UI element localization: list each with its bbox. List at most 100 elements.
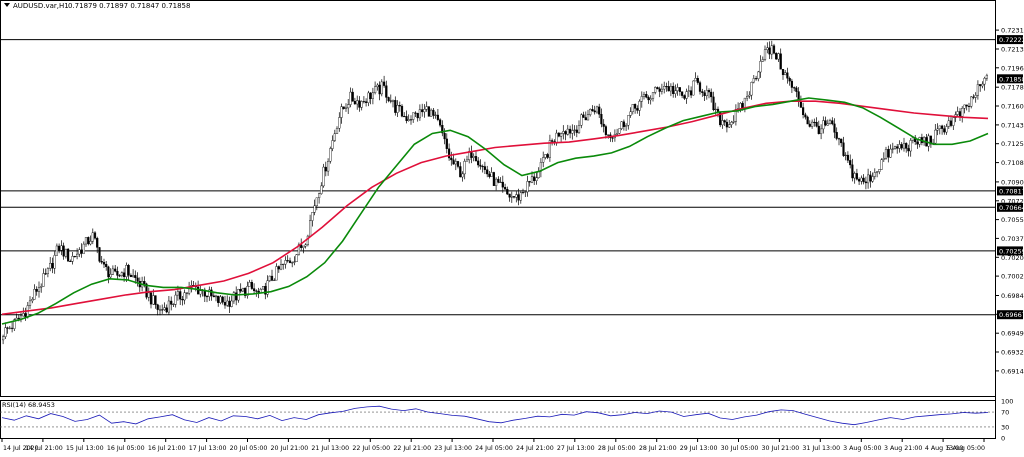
candle-body <box>952 117 955 126</box>
chart-symbol: AUDUSD.var,H1 <box>13 2 69 10</box>
candle-body <box>519 192 522 201</box>
x-tick-label: 3 Aug 21:00 <box>884 445 922 452</box>
candle-body <box>239 289 242 292</box>
candle-body <box>763 49 767 60</box>
candle-body <box>979 84 982 87</box>
candle-body <box>37 287 41 292</box>
candle-body <box>91 232 94 242</box>
candle-body <box>815 121 818 127</box>
candle-body <box>58 245 61 251</box>
candle-body <box>636 108 639 111</box>
candle-body <box>286 260 289 262</box>
candle-body <box>111 268 114 275</box>
price-tag-label: 0.70259 <box>999 247 1024 255</box>
candle-body <box>118 275 121 277</box>
candle-body <box>246 286 249 296</box>
price-tag-bg <box>997 246 1023 256</box>
candle-body <box>430 109 433 117</box>
candle-body <box>786 72 789 79</box>
candle-body <box>551 140 554 142</box>
candle-body <box>851 164 854 179</box>
candle-body <box>255 290 258 292</box>
candle-body <box>598 106 601 115</box>
candle-body <box>799 101 802 108</box>
candle-body <box>380 81 383 95</box>
candle-body <box>205 296 209 298</box>
candle-body <box>409 119 413 121</box>
candle-body <box>434 114 437 116</box>
candle-body <box>947 120 950 127</box>
candle-body <box>329 148 332 162</box>
candle-body <box>396 104 399 113</box>
candle-body <box>692 80 695 96</box>
candle-body <box>129 275 132 277</box>
candle-body <box>131 275 135 277</box>
candle-body <box>181 299 184 301</box>
candle-body <box>333 133 336 141</box>
candle-body <box>976 84 979 96</box>
candle-body <box>674 90 677 94</box>
candle-body <box>683 95 686 99</box>
rsi-tick-label: 70 <box>1001 409 1009 417</box>
candle-body <box>569 128 572 134</box>
candle-body <box>844 154 847 156</box>
candle-body <box>423 108 426 113</box>
candle-body <box>163 307 166 310</box>
candle-body <box>640 96 643 102</box>
candle-body <box>223 302 227 306</box>
candle-body <box>530 176 534 183</box>
candle-body <box>161 309 164 311</box>
price-tags: 0.72222 0.71858 0.70817 0.70664 0.70259 0.696… <box>997 35 1024 320</box>
candle-body <box>44 273 47 275</box>
candle-body <box>499 181 502 183</box>
candle-body <box>824 120 827 126</box>
price-tag-bg <box>997 74 1023 84</box>
candle-body <box>179 291 182 300</box>
main-plot-frame <box>0 0 996 397</box>
candle-body <box>508 193 511 198</box>
candle-body <box>593 110 596 113</box>
candle-body <box>414 112 417 114</box>
candle-body <box>887 149 890 158</box>
candle-body <box>452 159 455 165</box>
candle-body <box>678 87 681 92</box>
candle-body <box>533 176 536 181</box>
candle-body <box>84 237 88 245</box>
candle-body <box>891 148 894 150</box>
candle-body <box>156 304 159 310</box>
x-tick-label: 22 Jul 05:00 <box>352 445 390 452</box>
candle-body <box>521 191 525 193</box>
candle-body <box>790 80 793 88</box>
candle-body <box>293 261 296 263</box>
candle-body <box>705 90 708 97</box>
candle-body <box>694 77 697 82</box>
candle-body <box>544 154 547 158</box>
candle-body <box>418 109 421 119</box>
candle-body <box>663 86 666 90</box>
candle-body <box>10 327 14 329</box>
candle-body <box>743 97 746 109</box>
candle-body <box>849 160 852 166</box>
candle-body <box>730 121 733 125</box>
candle-body <box>725 121 728 128</box>
x-tick-label: 15 Jul 13:00 <box>66 445 104 452</box>
candle-body <box>826 123 829 126</box>
candle-body <box>562 131 565 134</box>
candle-body <box>869 174 872 182</box>
candle-body <box>524 191 527 193</box>
candle-body <box>627 115 630 126</box>
candle-body <box>196 286 200 295</box>
ma-fast-line <box>1 97 989 325</box>
candle-body <box>17 317 20 319</box>
support-resistance-lines[interactable] <box>0 39 995 316</box>
candle-body <box>707 90 711 93</box>
candle-body <box>557 132 560 137</box>
triangle-down-icon[interactable] <box>4 3 10 7</box>
candle-body <box>698 82 702 92</box>
candle-body <box>55 245 58 256</box>
candle-body <box>555 132 558 144</box>
price-tag-bg <box>997 186 1023 196</box>
candle-body <box>902 143 906 149</box>
candle-body <box>425 106 428 110</box>
